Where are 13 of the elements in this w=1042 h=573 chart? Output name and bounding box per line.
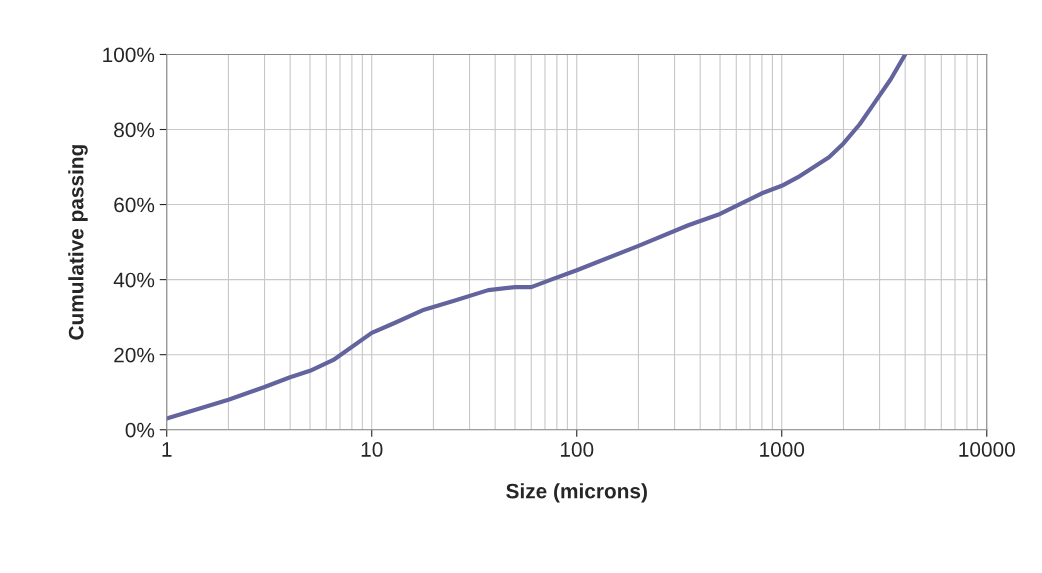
x-tick-label: 1000 <box>760 442 805 457</box>
x-tick-label: 10000 <box>959 442 1015 457</box>
x-tick-label: 1 <box>162 442 172 457</box>
y-tick-label: 80% <box>114 122 155 138</box>
x-tick-label: 10 <box>361 442 383 457</box>
y-tick-label: 60% <box>114 197 155 213</box>
x-axis-title: Size (microns) <box>506 483 647 503</box>
y-tick-label: 0% <box>125 422 155 438</box>
y-tick-label: 40% <box>113 272 155 288</box>
x-tick-label: 100 <box>560 442 594 457</box>
y-tick-label: 20% <box>114 347 155 363</box>
y-tick-label: 100% <box>103 47 155 63</box>
y-axis-title: Cumulative passing <box>68 145 88 340</box>
